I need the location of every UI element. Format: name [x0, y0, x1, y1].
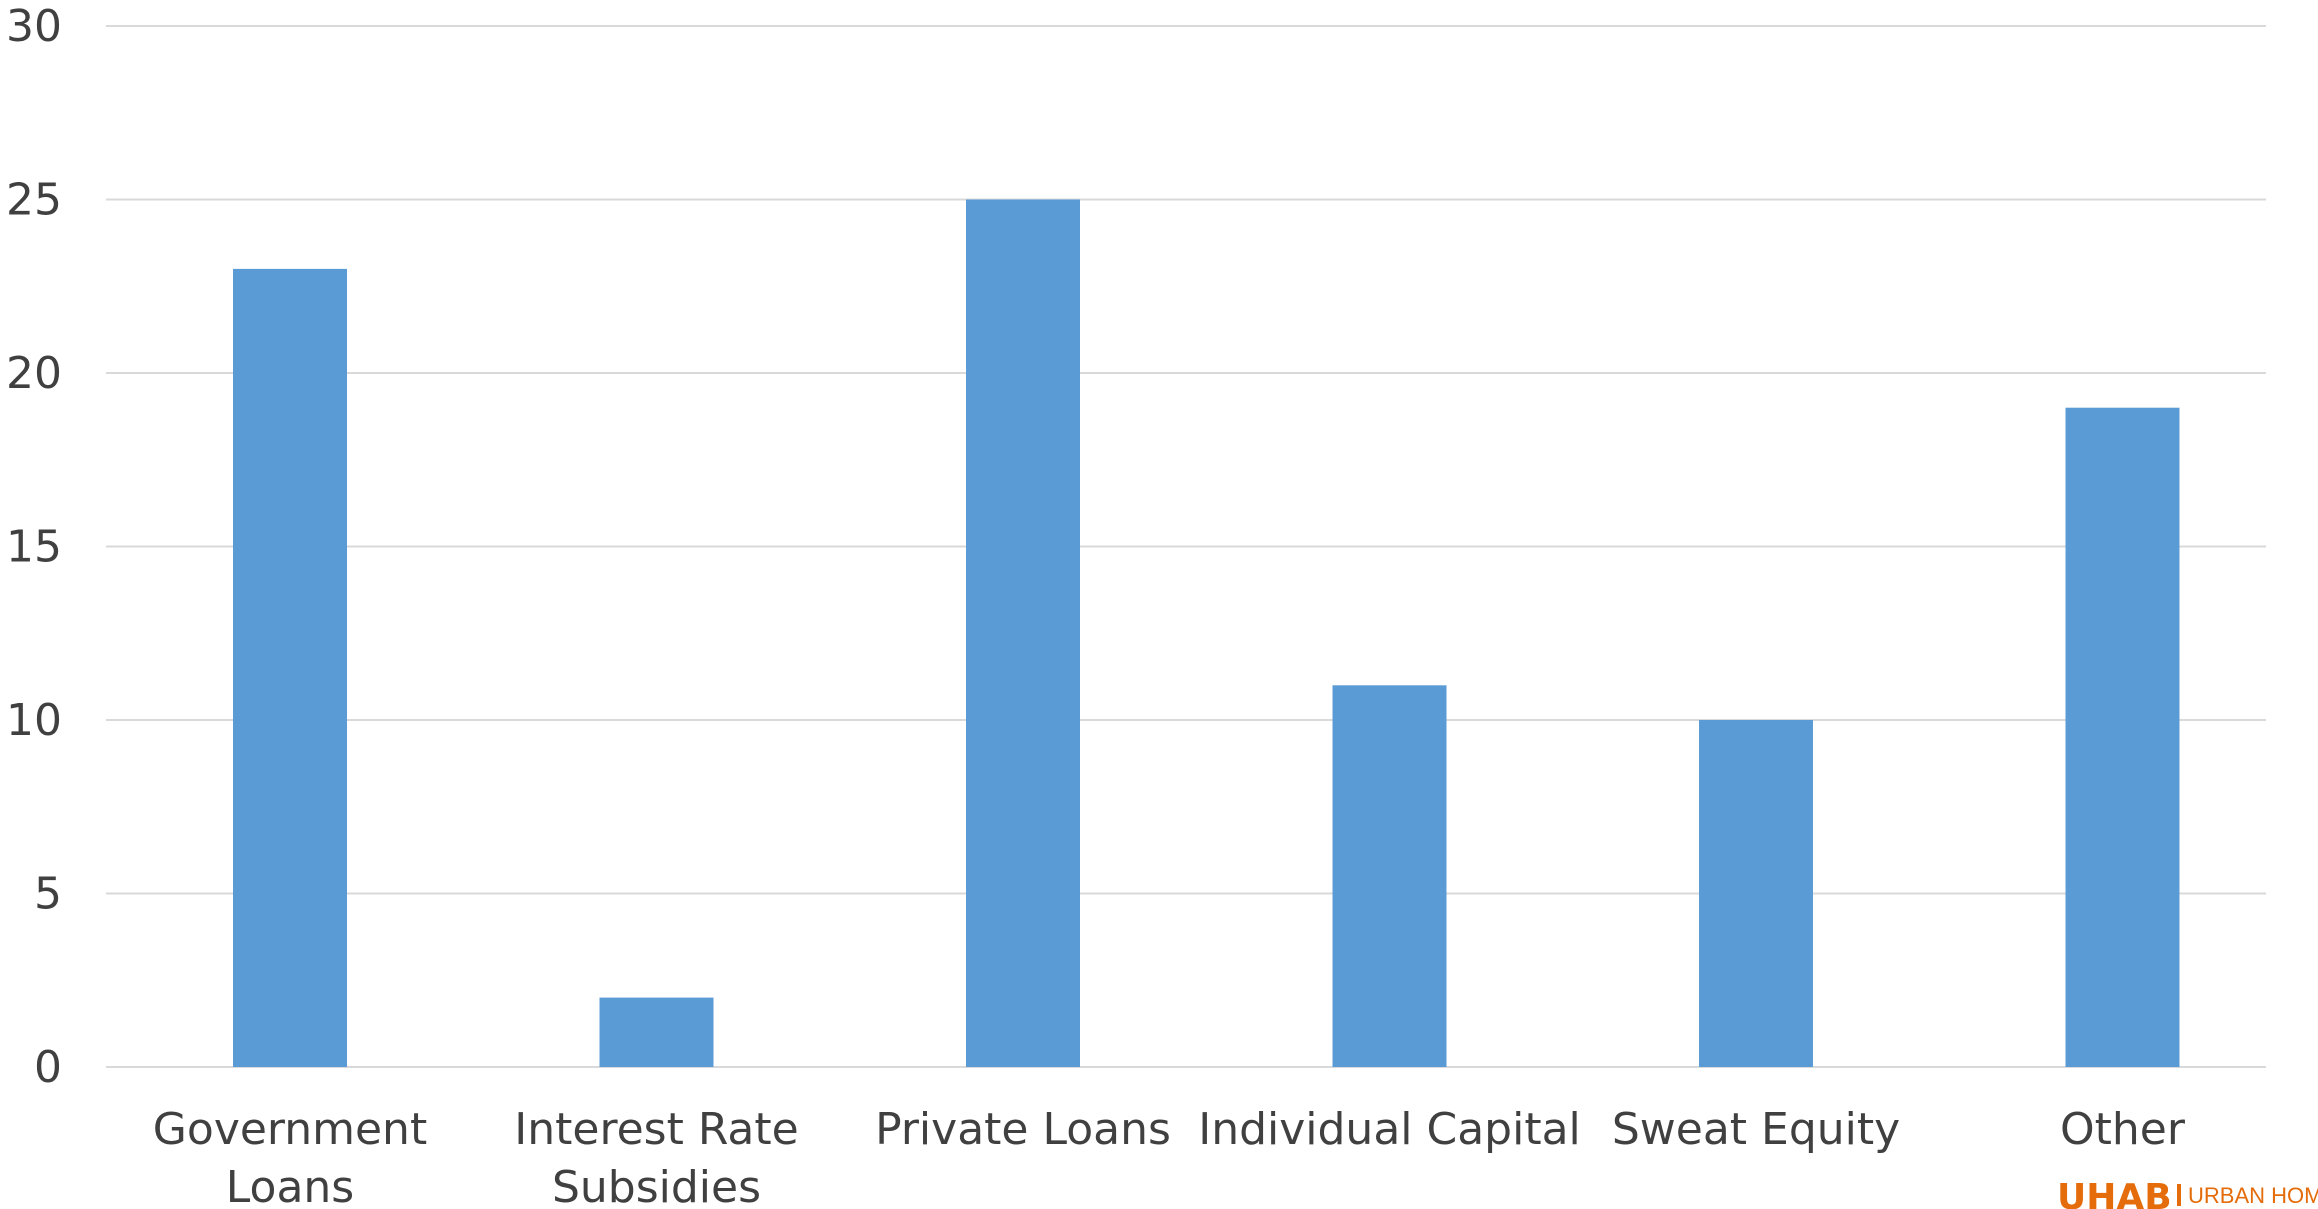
x-tick-label-line: Private Loans	[875, 1104, 1171, 1155]
x-tick-label-line: Individual Capital	[1198, 1104, 1581, 1155]
y-tick-label: 30	[6, 1, 62, 52]
logo-main-text: UHAB	[2057, 1177, 2172, 1209]
x-tick-label: Government Loans	[153, 1104, 427, 1209]
bar	[599, 997, 714, 1067]
x-tick-label-line: Subsidies	[552, 1162, 761, 1209]
bar	[233, 268, 347, 1067]
x-tick-label: Private Loans	[875, 1104, 1171, 1155]
bar	[2065, 407, 2180, 1067]
x-tick-label-line: Sweat Equity	[1612, 1104, 1900, 1155]
logo-divider	[2177, 1184, 2181, 1206]
y-tick-label: 20	[6, 348, 62, 399]
x-tick-label: Other	[2060, 1104, 2186, 1155]
x-tick-label: Interest Rate Subsidies	[514, 1104, 798, 1209]
y-axis-ticks: 0 5 10 15 20 25 30	[6, 1, 62, 1093]
bar	[1332, 685, 1447, 1067]
x-tick-label: Individual Capital	[1198, 1104, 1581, 1155]
x-tick-label-line: Other	[2060, 1104, 2186, 1155]
bar	[1699, 720, 1813, 1067]
x-tick-label: Sweat Equity	[1612, 1104, 1900, 1155]
y-tick-label: 25	[6, 175, 62, 226]
y-tick-label: 15	[6, 522, 62, 573]
y-tick-label: 10	[6, 695, 62, 746]
x-axis-ticks: Government Loans Interest Rate Subsidies Pri…	[153, 1104, 2186, 1209]
x-tick-label-line: Loans	[226, 1162, 354, 1209]
x-tick-label-line: Interest Rate	[514, 1104, 798, 1155]
bars	[233, 199, 2180, 1067]
y-tick-label: 0	[34, 1042, 62, 1093]
bar	[966, 199, 1080, 1067]
y-tick-label: 5	[34, 869, 62, 920]
uhab-logo: UHAB URBAN HOMES	[2057, 1177, 2318, 1209]
x-tick-label-line: Government	[153, 1104, 427, 1155]
logo-sub-text: URBAN HOMES	[2188, 1183, 2318, 1208]
gridlines	[106, 25, 2266, 1068]
